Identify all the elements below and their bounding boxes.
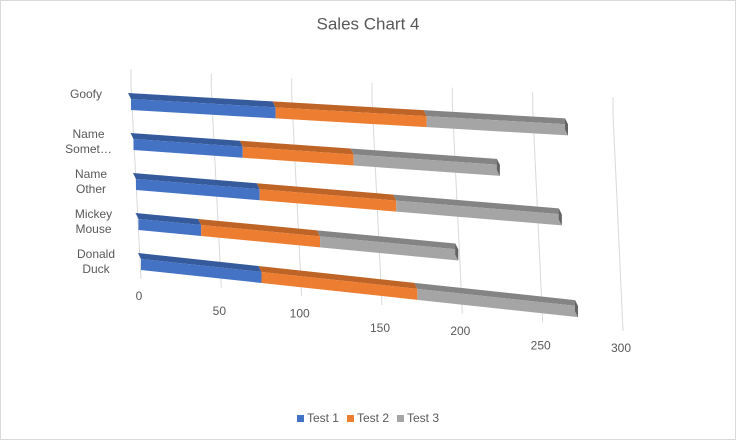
bar-top <box>130 133 243 147</box>
grid-line <box>612 112 624 332</box>
bar <box>320 236 459 261</box>
bar <box>417 288 579 318</box>
legend-item: Test 3 <box>397 411 439 425</box>
bar <box>242 146 354 166</box>
y-tick-label: Donald Duck <box>76 247 116 276</box>
y-tick-label: Goofy <box>69 87 102 101</box>
x-tick-label: 50 <box>213 304 227 318</box>
x-tick-label: 300 <box>611 341 631 355</box>
bar <box>136 179 260 201</box>
bar <box>426 116 569 136</box>
legend-item: Test 1 <box>296 411 339 425</box>
legend-swatch <box>397 415 404 422</box>
x-tick-label: 250 <box>531 339 551 353</box>
bar-end <box>455 243 459 261</box>
bar <box>201 224 321 248</box>
bar-top <box>350 148 500 165</box>
y-tick-label: Name Somet… <box>65 127 112 156</box>
bar-end <box>558 208 562 226</box>
bar-top <box>198 218 321 237</box>
bar-top <box>272 101 427 117</box>
bar-top <box>393 194 562 215</box>
x-tick-label: 0 <box>136 289 143 303</box>
bar-top <box>256 183 397 201</box>
x-tick-label: 200 <box>450 324 470 338</box>
bar <box>138 219 202 236</box>
bar-top <box>414 282 579 307</box>
bar <box>261 272 418 300</box>
x-tick-label: 150 <box>370 321 390 335</box>
legend: Test 1 Test 2 Test 3 <box>1 411 735 425</box>
bar-end <box>565 118 569 136</box>
legend-label: Test 2 <box>356 411 389 425</box>
bar <box>396 200 562 226</box>
bar <box>275 107 427 128</box>
bar-end <box>575 300 579 318</box>
bar-top <box>258 266 418 289</box>
bar-top <box>135 213 202 225</box>
y-tick-label: Mickey Mouse <box>74 207 113 236</box>
bar <box>141 259 262 283</box>
bar <box>259 189 397 212</box>
chart-title: Sales Chart 4 <box>317 14 420 33</box>
bar-top <box>133 173 260 190</box>
y-tick-label: Name Other <box>74 167 107 196</box>
bar-end <box>496 158 500 176</box>
bar-top <box>128 93 276 108</box>
legend-label: Test 3 <box>407 411 440 425</box>
x-tick-label: 100 <box>290 307 310 321</box>
bar-top <box>239 140 354 155</box>
bar-top <box>317 230 459 250</box>
bar-top <box>423 110 569 125</box>
bar-top <box>138 253 262 272</box>
legend-swatch <box>296 415 304 422</box>
legend-label: Test 1 <box>306 411 339 425</box>
bar <box>353 154 500 176</box>
bar <box>133 139 243 158</box>
legend-item: Test 2 <box>346 411 389 425</box>
bar <box>131 99 276 119</box>
legend-swatch <box>346 415 354 422</box>
